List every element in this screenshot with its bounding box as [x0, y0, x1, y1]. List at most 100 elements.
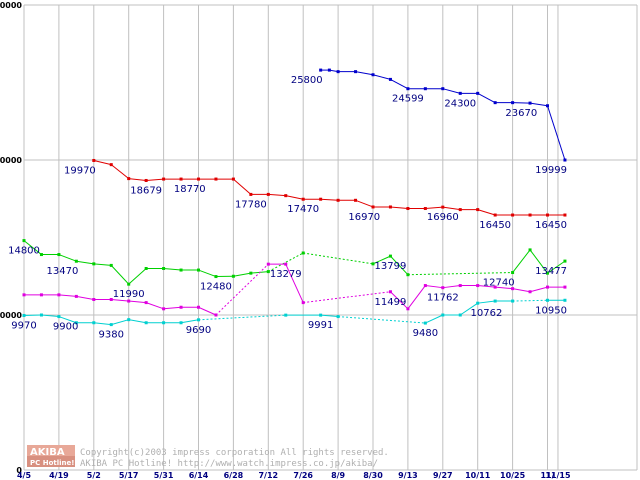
data-point	[57, 293, 61, 297]
data-point	[406, 307, 410, 311]
data-point	[493, 213, 497, 217]
series-red	[92, 158, 567, 217]
data-point	[266, 192, 270, 196]
data-point	[388, 290, 392, 294]
series-segment	[146, 178, 164, 181]
data-label: 18770	[174, 184, 206, 195]
x-tick-label: 8/9	[331, 471, 345, 480]
data-point	[92, 321, 96, 325]
data-point	[179, 177, 183, 181]
data-point	[284, 194, 288, 198]
data-point	[458, 91, 462, 95]
x-tick-label: 11/15	[545, 471, 571, 480]
data-label: 23670	[505, 108, 537, 119]
data-point	[546, 298, 549, 302]
data-point	[162, 307, 166, 311]
data-point	[144, 267, 148, 270]
data-point	[197, 318, 200, 322]
data-label: 9900	[53, 322, 78, 333]
data-point	[127, 318, 131, 322]
data-point	[214, 313, 218, 317]
data-point	[546, 271, 549, 275]
series-segment	[233, 272, 251, 277]
data-label: 10950	[535, 305, 567, 316]
data-point	[74, 259, 78, 263]
series-segment	[495, 286, 513, 290]
series-magenta	[22, 262, 567, 317]
series-segment	[128, 319, 147, 324]
data-label: 13279	[270, 269, 302, 280]
data-label: 11499	[375, 297, 407, 308]
data-point	[493, 299, 497, 303]
data-point	[144, 301, 148, 305]
x-tick-label: 6/28	[224, 471, 244, 480]
series-segment	[512, 299, 548, 302]
series-cyan	[22, 298, 567, 327]
x-axis: 4/5 4/19 5/2 5/17 5/31 6/14 6/28 7/12 7/26 8/9 8/3…	[17, 471, 571, 480]
series-segment	[285, 263, 304, 303]
data-point	[493, 101, 497, 105]
data-point	[423, 284, 427, 288]
data-point	[441, 205, 445, 209]
data-point	[231, 274, 235, 278]
data-point	[371, 73, 375, 77]
x-tick-label: 5/2	[87, 471, 101, 480]
x-tick-label: 5/17	[119, 471, 139, 480]
series-segment	[110, 164, 130, 179]
data-point	[388, 205, 392, 209]
series-segment	[76, 260, 94, 265]
data-point	[162, 267, 166, 270]
series-segment	[547, 105, 566, 161]
data-point	[127, 177, 131, 181]
series-segment	[145, 302, 164, 310]
data-label: 12740	[483, 278, 515, 289]
x-tick-label: 10/25	[500, 471, 526, 480]
data-point	[22, 239, 26, 243]
series-segment	[390, 255, 409, 276]
data-label: 11762	[427, 293, 459, 304]
data-point	[423, 87, 427, 91]
series-segment	[163, 306, 182, 310]
data-point	[214, 275, 218, 279]
series-segment	[111, 299, 129, 302]
data-point	[57, 253, 61, 257]
series-segment	[529, 102, 548, 107]
data-label: 11990	[113, 289, 145, 300]
data-label: 25800	[291, 75, 323, 86]
data-point	[388, 254, 392, 258]
series-segment	[163, 268, 182, 271]
data-point	[39, 293, 43, 297]
x-tick-label: 7/12	[258, 471, 278, 480]
data-point	[563, 285, 567, 289]
series-segment	[58, 316, 77, 324]
data-point	[144, 178, 148, 182]
data-label: 12480	[200, 282, 232, 293]
series-layer	[22, 68, 567, 327]
data-point	[109, 298, 113, 301]
data-label: 9480	[413, 328, 438, 339]
data-point	[22, 293, 26, 297]
series-segment	[93, 263, 112, 266]
data-point	[528, 213, 532, 217]
data-point	[319, 313, 323, 317]
series-segment	[111, 319, 129, 326]
series-segment	[529, 286, 548, 293]
data-point	[441, 87, 445, 91]
data-point	[127, 282, 131, 286]
y-tick-label: 10000	[0, 311, 22, 320]
data-label: 13470	[47, 266, 79, 277]
data-point	[563, 259, 567, 263]
data-point	[563, 298, 567, 302]
data-label: 9991	[308, 320, 333, 331]
data-label: 17470	[287, 204, 319, 215]
data-point	[284, 262, 288, 266]
data-point	[563, 158, 567, 162]
data-label: 19970	[64, 165, 96, 176]
series-segment	[128, 178, 147, 181]
data-point	[406, 273, 410, 277]
data-point	[179, 321, 183, 325]
series-segment	[477, 285, 496, 288]
data-point	[197, 305, 200, 309]
data-point	[92, 262, 96, 266]
